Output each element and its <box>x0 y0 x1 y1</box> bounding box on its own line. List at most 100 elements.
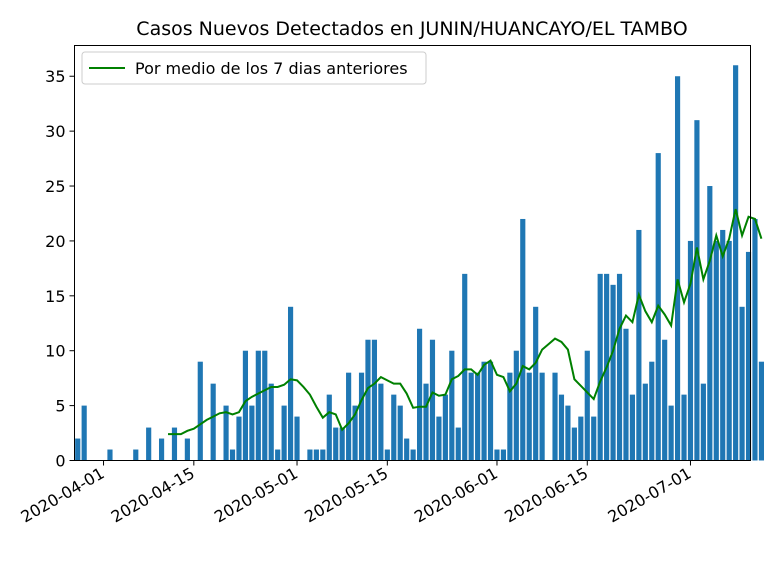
bar <box>687 240 694 461</box>
bar <box>75 438 81 461</box>
bar <box>346 372 352 461</box>
bar <box>429 339 436 461</box>
bar <box>391 394 397 461</box>
bar <box>481 361 487 461</box>
bar <box>681 394 687 461</box>
x-tick-label: 2020-06-15 <box>501 464 591 527</box>
bar <box>565 405 571 461</box>
bar <box>449 350 455 461</box>
bar <box>229 449 236 461</box>
bar <box>733 65 739 461</box>
bar <box>423 383 429 461</box>
x-axis: 2020-04-01 2020-04-15 2020-05-01 2020-05-15… <box>17 460 694 527</box>
bar <box>629 394 636 461</box>
bar <box>468 372 474 461</box>
bar <box>520 218 526 461</box>
bar <box>171 427 178 461</box>
bar <box>107 449 113 461</box>
y-tick-label: 20 <box>45 232 65 251</box>
bar <box>146 427 152 461</box>
bar <box>333 427 339 461</box>
x-tick-label: 2020-05-01 <box>211 464 301 527</box>
x-tick-label: 2020-04-01 <box>17 464 107 527</box>
bar <box>642 383 648 461</box>
bar <box>184 438 190 461</box>
y-tick-label: 30 <box>45 122 65 141</box>
bar <box>636 229 642 461</box>
bar <box>584 350 590 461</box>
bar <box>558 394 565 461</box>
y-tick-label: 25 <box>45 177 65 196</box>
bar <box>597 273 603 461</box>
bar <box>339 427 345 461</box>
bar <box>158 438 165 461</box>
bar <box>610 284 616 461</box>
bar <box>378 383 384 461</box>
bar <box>249 405 255 461</box>
bar <box>475 372 481 461</box>
bar <box>591 416 597 461</box>
bar <box>713 240 719 461</box>
moving-average-line <box>168 208 763 436</box>
bar <box>739 306 745 461</box>
legend-box <box>81 51 427 85</box>
bar <box>674 76 681 461</box>
y-tick-label: 35 <box>45 67 65 86</box>
bar <box>487 361 494 461</box>
bar <box>694 120 700 461</box>
bar <box>552 372 558 461</box>
bar <box>700 383 706 461</box>
y-tick-label: 5 <box>55 397 65 416</box>
bar <box>320 449 326 461</box>
bar <box>462 273 468 461</box>
x-tick-label: 2020-05-15 <box>301 464 391 527</box>
bar <box>384 449 390 461</box>
bar <box>275 449 281 461</box>
bar <box>255 350 261 461</box>
bar <box>720 229 726 461</box>
bar <box>133 449 139 461</box>
legend-label: Por medio de los 7 dias anteriores <box>135 59 408 78</box>
chart-title: Casos Nuevos Detectados en JUNIN/HUANCAY… <box>136 18 687 40</box>
bar <box>262 350 268 461</box>
y-tick-label: 0 <box>55 452 65 471</box>
bar <box>533 306 539 461</box>
bar <box>707 186 713 461</box>
bar <box>649 361 655 461</box>
bar <box>539 372 545 461</box>
bar <box>500 449 507 461</box>
bar <box>307 449 313 461</box>
bar <box>371 339 378 461</box>
bar <box>352 405 358 461</box>
x-tick-label: 2020-04-15 <box>108 464 198 527</box>
bar <box>242 350 249 461</box>
bar <box>526 372 532 461</box>
bar <box>287 306 294 461</box>
y-tick-label: 10 <box>45 342 65 361</box>
x-tick-label: 2020-06-01 <box>411 464 501 527</box>
bar <box>358 372 365 461</box>
bar <box>571 427 577 461</box>
bar <box>726 240 732 461</box>
x-tick-label: 2020-07-01 <box>604 464 694 527</box>
bar <box>268 383 274 461</box>
bar <box>326 394 332 461</box>
bar <box>436 416 442 461</box>
bar <box>313 449 319 461</box>
bar <box>404 438 410 461</box>
bar <box>442 394 448 461</box>
bar <box>507 372 513 461</box>
bar <box>758 361 765 461</box>
bar <box>745 251 752 461</box>
bar <box>410 449 416 461</box>
bar <box>210 383 216 461</box>
bar <box>623 328 629 461</box>
y-tick-label: 15 <box>45 287 65 306</box>
bar <box>81 405 87 461</box>
bar <box>668 405 674 461</box>
legend: Por medio de los 7 dias anteriores <box>81 51 427 85</box>
bar <box>513 350 519 461</box>
bar <box>416 328 423 461</box>
bar <box>455 427 461 461</box>
